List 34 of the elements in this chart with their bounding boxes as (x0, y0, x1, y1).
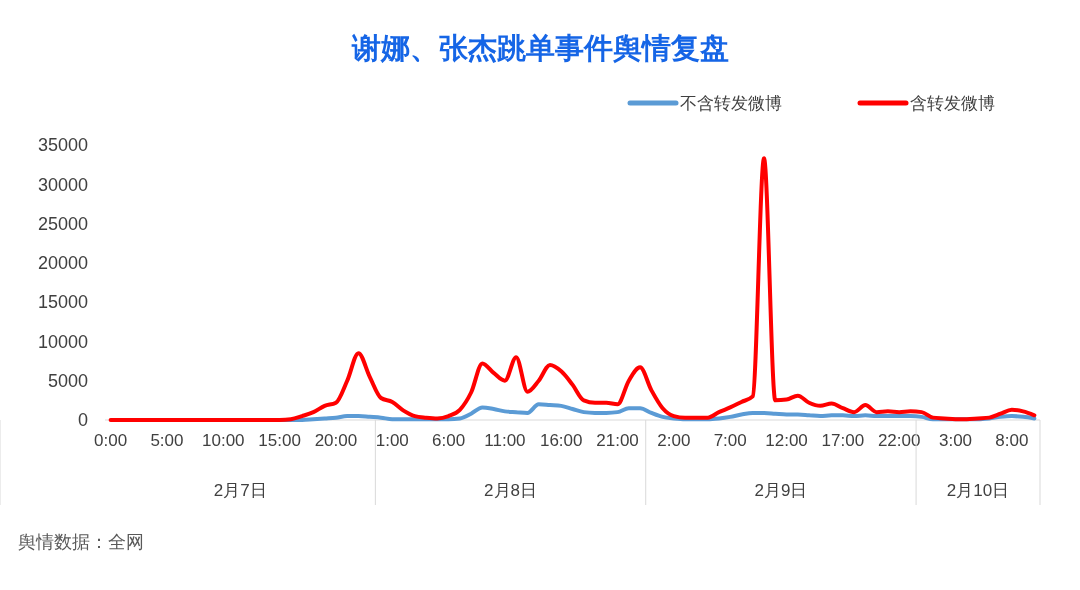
x-tick-label: 22:00 (877, 431, 921, 450)
x-tick-label: 10:00 (202, 431, 245, 450)
y-tick-label: 15000 (37, 292, 88, 313)
x2-tick-label: 2月9日 (754, 481, 808, 500)
text: 舆情数据：全网 (18, 532, 144, 552)
y-tick-label: 0 (77, 410, 88, 431)
x-tick-label: 15:00 (258, 431, 301, 450)
x-tick-label: 21:00 (596, 431, 639, 450)
y-tick-label: 25000 (37, 213, 88, 234)
line-series (108, 156, 1037, 422)
x-tick-label: 2:00 (657, 431, 691, 450)
x-tick-label: 0:00 (94, 431, 128, 450)
legend-label: 不含转发微博 (680, 93, 782, 113)
x-tick-label: 11:00 (484, 431, 526, 450)
legend-label: 含转发微博 (910, 93, 995, 113)
x-tick-label: 12:00 (765, 431, 808, 450)
x2-tick-label: 2月7日 (213, 481, 267, 500)
x-tick-label: 17:00 (821, 431, 865, 450)
x-tick-label: 16:00 (539, 431, 583, 450)
x-tick-label: 7:00 (713, 431, 747, 450)
x-tick-label: 1:00 (375, 431, 409, 450)
x-tick-label: 8:00 (995, 431, 1029, 450)
chart-title: 谢娜、张杰跳单事件舆情复盘 (350, 32, 729, 64)
x-tick-label: 3:00 (938, 431, 973, 450)
x-tick-label: 6:00 (432, 431, 466, 450)
y-tick-label: 30000 (37, 174, 88, 195)
y-tick-label: 5000 (47, 371, 88, 392)
x2-tick-label: 2月10日 (946, 481, 1010, 500)
x-tick-label: 5:00 (150, 431, 184, 450)
x-tick-label: 20:00 (314, 431, 358, 450)
y-tick-label: 20000 (37, 253, 88, 274)
x2-tick-label: 2月8日 (484, 481, 537, 500)
y-tick-label: 10000 (37, 331, 88, 352)
y-tick-label: 35000 (37, 135, 88, 156)
